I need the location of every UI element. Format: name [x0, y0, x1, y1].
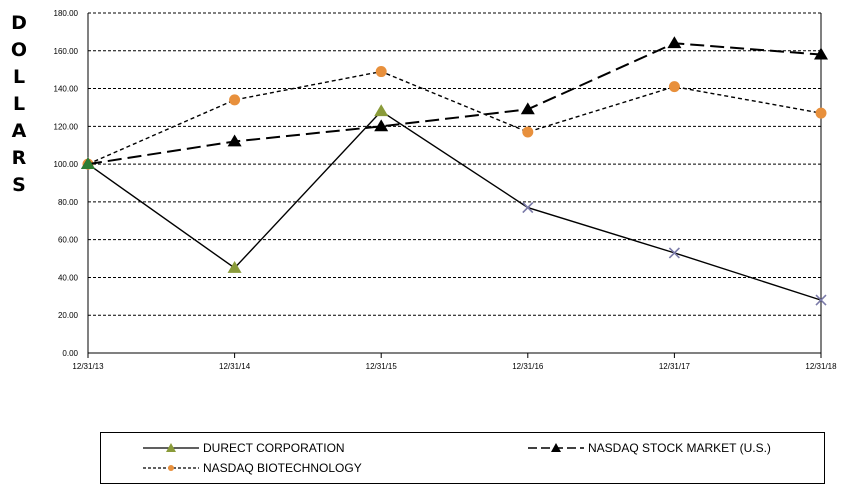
data-point	[814, 47, 828, 60]
legend-label: NASDAQ BIOTECHNOLOGY	[203, 461, 362, 475]
legend-label: NASDAQ STOCK MARKET (U.S.)	[588, 441, 771, 455]
y-tick-label: 80.00	[58, 198, 79, 207]
y-axis-label-letter: L	[12, 66, 26, 88]
legend-entry: DURECT CORPORATION	[141, 441, 345, 455]
y-tick-label: 140.00	[54, 85, 79, 94]
data-point	[520, 102, 535, 115]
x-tick-label: 12/31/15	[366, 362, 398, 371]
data-point	[375, 66, 387, 78]
y-axis-label-letter: L	[12, 93, 26, 115]
x-tick-label: 12/31/17	[659, 362, 691, 371]
legend: DURECT CORPORATION NASDAQ STOCK MARKET (U…	[100, 432, 825, 484]
y-tick-label: 100.00	[54, 160, 79, 169]
y-tick-label: 40.00	[58, 273, 79, 282]
y-axis-label-letter: A	[11, 120, 27, 142]
data-point-stroke	[668, 247, 680, 259]
y-axis-label-letter: R	[11, 147, 27, 169]
data-point	[667, 36, 682, 49]
y-axis-label-letter: O	[10, 39, 28, 61]
y-tick-label: 60.00	[58, 236, 79, 245]
x-tick-label: 12/31/18	[805, 362, 837, 371]
legend-swatch	[143, 443, 199, 452]
legend-swatch	[528, 443, 584, 452]
legend-swatch	[143, 465, 199, 471]
data-point	[227, 134, 242, 147]
data-point	[374, 119, 389, 132]
data-point	[815, 107, 827, 119]
data-point	[522, 201, 534, 214]
y-tick-label: 0.00	[62, 349, 78, 358]
series-line-0	[87, 110, 822, 301]
y-tick-label: 20.00	[58, 311, 79, 320]
legend-label: DURECT CORPORATION	[203, 441, 345, 455]
plot-area: 0.00 20.00 40.00 60.00 80.00 100.00 120.00 140.…	[54, 9, 838, 371]
data-point	[227, 261, 242, 273]
legend-swatch-marker	[168, 465, 174, 471]
y-axis-label-letter: D	[11, 12, 27, 34]
y-axis-label-letter: S	[12, 174, 26, 196]
data-point-stroke	[522, 201, 534, 214]
data-point	[229, 94, 241, 106]
series-line-1	[87, 42, 822, 166]
data-point	[668, 247, 680, 259]
legend-swatch-marker	[551, 443, 561, 452]
legend-entry: NASDAQ BIOTECHNOLOGY	[141, 461, 362, 475]
series-line-2	[87, 70, 822, 165]
legend-entry: NASDAQ STOCK MARKET (U.S.)	[526, 441, 771, 455]
data-point	[522, 126, 534, 138]
y-tick-label: 160.00	[54, 47, 79, 56]
y-tick-label: 120.00	[54, 122, 79, 131]
legend-swatch-marker	[166, 443, 176, 452]
data-point	[374, 104, 389, 117]
data-point	[815, 294, 827, 306]
data-point-stroke	[815, 294, 827, 306]
y-tick-label: 180.00	[54, 9, 79, 18]
data-point	[81, 157, 95, 170]
x-tick-label: 12/31/16	[512, 362, 544, 371]
x-tick-label: 12/31/14	[219, 362, 251, 371]
x-tick-label: 12/31/13	[72, 362, 104, 371]
data-point	[668, 81, 680, 93]
